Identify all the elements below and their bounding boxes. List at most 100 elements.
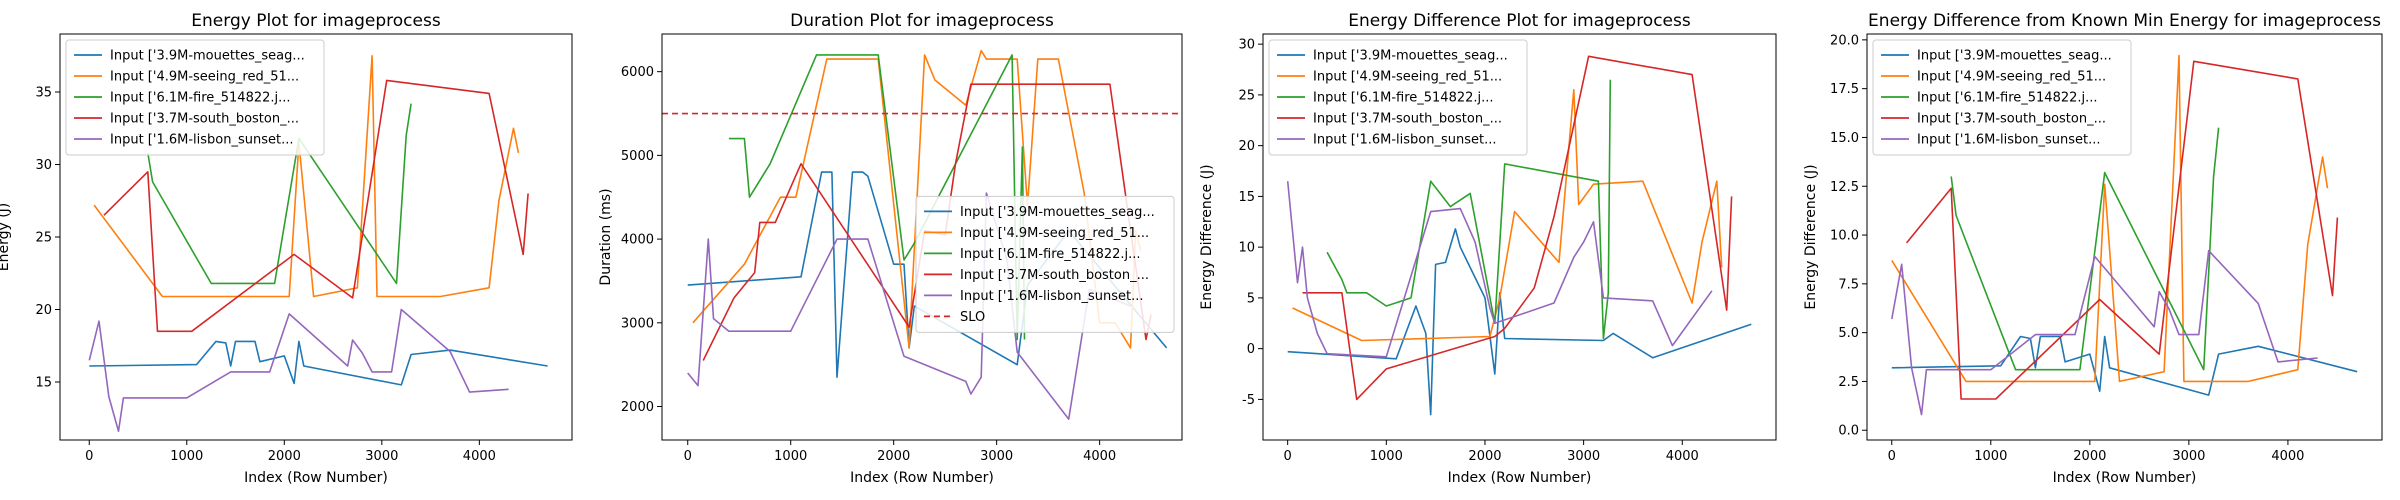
y-tick-label: 5.0 bbox=[1838, 326, 1859, 341]
y-tick-label: 2000 bbox=[621, 400, 654, 415]
legend-label: Input ['3.9M-mouettes_seag... bbox=[110, 49, 305, 64]
chart-panel-3: Energy Difference Plot for imageprocess 0… bbox=[1199, 11, 1777, 486]
legend-label: Input ['6.1M-fire_514822.j... bbox=[1917, 91, 2098, 106]
legend-label: SLO bbox=[960, 310, 985, 325]
legend-label: Input ['1.6M-lisbon_sunset... bbox=[1313, 133, 1496, 148]
chart-title: Energy Plot for imageprocess bbox=[191, 11, 441, 31]
x-tick-label: 4000 bbox=[1666, 449, 1699, 464]
axes-frame bbox=[1262, 33, 1777, 441]
series-line-5 bbox=[687, 192, 1131, 420]
x-tick-label: 1000 bbox=[1370, 449, 1403, 464]
legend-label: Input ['1.6M-lisbon_sunset... bbox=[960, 289, 1143, 304]
x-tick-label: 2000 bbox=[2073, 449, 2106, 464]
y-tick-label: 10.0 bbox=[1830, 229, 1859, 244]
x-tick-label: 2000 bbox=[877, 449, 910, 464]
x-axis-label: Index (Row Number) bbox=[244, 470, 388, 486]
legend-label: Input ['4.9M-seeing_red_51... bbox=[960, 226, 1149, 241]
series-line-1 bbox=[1287, 228, 1752, 416]
legend-label: Input ['4.9M-seeing_red_51... bbox=[110, 70, 299, 85]
y-tick-label: 0 bbox=[1247, 342, 1255, 357]
y-tick-label: 12.5 bbox=[1830, 180, 1859, 195]
legend-label: Input ['1.6M-lisbon_sunset... bbox=[1917, 133, 2100, 148]
legend-label: Input ['4.9M-seeing_red_51... bbox=[1313, 70, 1502, 85]
y-tick-label: 15 bbox=[35, 376, 52, 391]
x-tick-label: 1000 bbox=[170, 449, 203, 464]
legend-label: Input ['6.1M-fire_514822.j... bbox=[110, 91, 291, 106]
series-line-1 bbox=[89, 340, 548, 386]
axes-frame bbox=[1866, 33, 2383, 441]
series-line-3 bbox=[147, 103, 412, 285]
legend-label: Input ['6.1M-fire_514822.j... bbox=[1313, 91, 1494, 106]
y-tick-label: 35 bbox=[35, 86, 52, 101]
y-tick-label: 15 bbox=[1238, 190, 1255, 205]
x-tick-label: 2000 bbox=[268, 449, 301, 464]
chart-panel-4: Energy Difference from Known Min Energy … bbox=[1803, 11, 2383, 486]
chart-title: Duration Plot for imageprocess bbox=[790, 11, 1054, 31]
series-line-4 bbox=[1905, 60, 2339, 400]
legend-box bbox=[1268, 39, 1528, 156]
x-tick-label: 4000 bbox=[463, 449, 496, 464]
chart-plot-area bbox=[1891, 54, 2358, 416]
chart-plot-area bbox=[88, 54, 548, 433]
y-tick-label: 4000 bbox=[621, 233, 654, 248]
series-line-2 bbox=[93, 54, 520, 298]
legend-label: Input ['4.9M-seeing_red_51... bbox=[1917, 70, 2106, 85]
x-tick-label: 0 bbox=[85, 449, 93, 464]
legend: Input ['3.9M-mouettes_seag... Input ['4.9… bbox=[915, 195, 1175, 333]
y-tick-label: 25 bbox=[35, 231, 52, 246]
legend: Input ['3.9M-mouettes_seag... Input ['4.9… bbox=[1268, 39, 1528, 156]
y-tick-label: 20.0 bbox=[1830, 33, 1859, 48]
x-tick-label: 3000 bbox=[1567, 449, 1600, 464]
legend-label: Input ['6.1M-fire_514822.j... bbox=[960, 247, 1141, 262]
series-line-4 bbox=[1302, 55, 1733, 401]
legend-label: Input ['3.7M-south_boston_... bbox=[960, 268, 1149, 283]
x-axis-label: Index (Row Number) bbox=[1448, 470, 1592, 486]
axes-frame bbox=[661, 33, 1183, 441]
y-axis-label: Energy Difference (J) bbox=[1803, 164, 1819, 309]
y-tick-label: 0.0 bbox=[1838, 424, 1859, 439]
y-tick-label: -5 bbox=[1242, 393, 1255, 408]
y-tick-label: 10 bbox=[1238, 241, 1255, 256]
y-tick-label: 20 bbox=[35, 303, 52, 318]
legend-label: Input ['3.7M-south_boston_... bbox=[1313, 112, 1502, 127]
legend-label: Input ['3.7M-south_boston_... bbox=[110, 112, 299, 127]
y-axis-label: Energy Difference (J) bbox=[1199, 164, 1215, 309]
y-tick-label: 17.5 bbox=[1830, 82, 1859, 97]
legend-label: Input ['3.9M-mouettes_seag... bbox=[960, 205, 1155, 220]
series-line-2 bbox=[1891, 54, 2329, 383]
x-tick-label: 3000 bbox=[980, 449, 1013, 464]
legend-label: Input ['3.9M-mouettes_seag... bbox=[1917, 49, 2112, 64]
series-line-5 bbox=[1286, 181, 1713, 358]
x-tick-label: 3000 bbox=[2172, 449, 2205, 464]
chart-plot-area bbox=[1286, 55, 1752, 416]
y-tick-label: 3000 bbox=[621, 316, 654, 331]
legend-label: Input ['3.7M-south_boston_... bbox=[1917, 112, 2106, 127]
series-line-3 bbox=[1950, 127, 2220, 371]
legend: Input ['3.9M-mouettes_seag... Input ['4.9… bbox=[65, 39, 325, 156]
x-tick-label: 2000 bbox=[1468, 449, 1501, 464]
legend-label: Input ['3.9M-mouettes_seag... bbox=[1313, 49, 1508, 64]
legend: Input ['3.9M-mouettes_seag... Input ['4.9… bbox=[1872, 39, 2132, 156]
x-tick-label: 4000 bbox=[1083, 449, 1116, 464]
series-line-5 bbox=[88, 308, 509, 433]
y-tick-label: 20 bbox=[1238, 139, 1255, 154]
x-tick-label: 0 bbox=[1888, 449, 1896, 464]
chart-panel-1: Energy Plot for imageprocess 0 1000 2000 300… bbox=[0, 11, 573, 486]
chart-panel-2: Duration Plot for imageprocess 0 1000 2000 3… bbox=[598, 11, 1183, 486]
y-tick-label: 5 bbox=[1247, 291, 1255, 306]
y-tick-label: 7.5 bbox=[1838, 277, 1859, 292]
legend-label: Input ['1.6M-lisbon_sunset... bbox=[110, 133, 293, 148]
legend-box bbox=[1872, 39, 2132, 156]
chart-title: Energy Difference from Known Min Energy … bbox=[1868, 11, 2381, 31]
y-tick-label: 30 bbox=[35, 158, 52, 173]
y-tick-label: 6000 bbox=[621, 65, 654, 80]
series-line-1 bbox=[1891, 335, 2358, 396]
x-tick-label: 1000 bbox=[774, 449, 807, 464]
x-tick-label: 3000 bbox=[365, 449, 398, 464]
x-tick-label: 4000 bbox=[2271, 449, 2304, 464]
x-axis-label: Index (Row Number) bbox=[850, 470, 994, 486]
y-tick-label: 15.0 bbox=[1830, 131, 1859, 146]
y-tick-label: 5000 bbox=[621, 149, 654, 164]
x-tick-label: 0 bbox=[684, 449, 692, 464]
